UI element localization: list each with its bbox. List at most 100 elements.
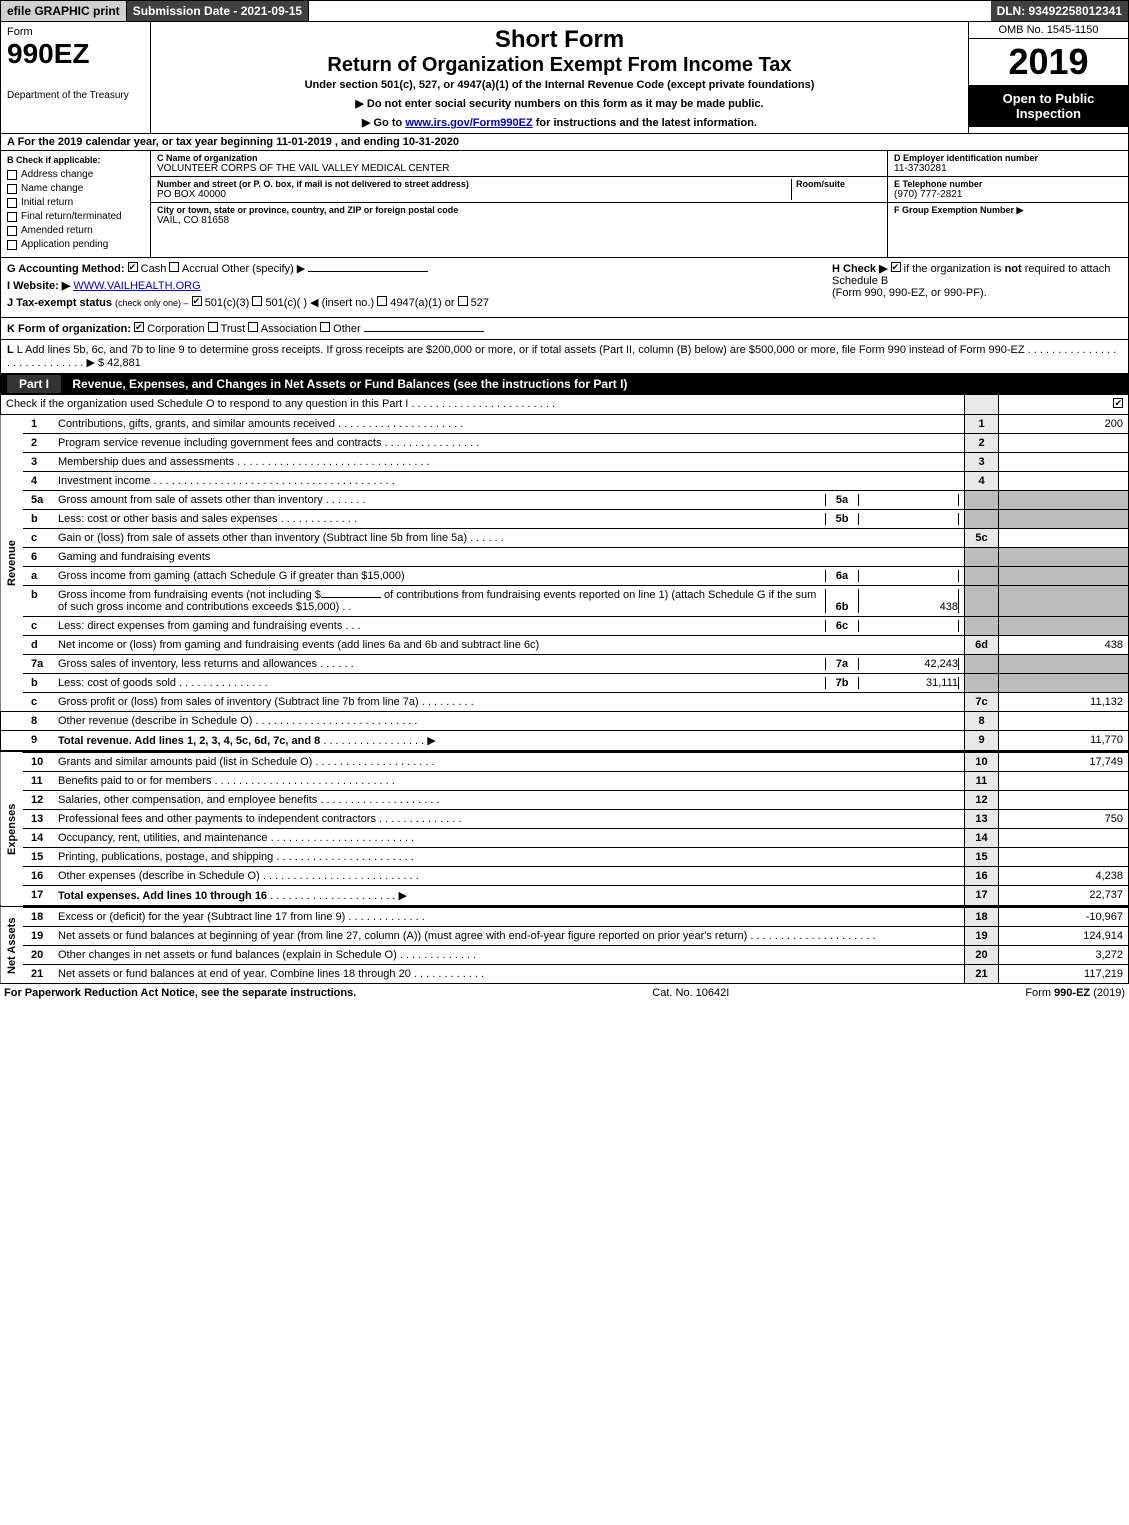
- l2-num: 2: [23, 434, 53, 453]
- block-bcdef: B Check if applicable: Address change Na…: [0, 151, 1129, 258]
- chk-association[interactable]: [248, 322, 258, 332]
- l13-rnum: 13: [965, 810, 999, 829]
- l5b-sv: [859, 513, 959, 525]
- l6c-num: c: [23, 617, 53, 636]
- l17-rval: 22,737: [999, 886, 1129, 907]
- l15-text: Printing, publications, postage, and shi…: [58, 851, 273, 863]
- chk-h[interactable]: [891, 262, 901, 272]
- l7b-text: Less: cost of goods sold: [58, 677, 176, 689]
- l18-rval: -10,967: [999, 907, 1129, 927]
- chk-corporation[interactable]: [134, 322, 144, 332]
- chk-initial-return[interactable]: [7, 198, 17, 208]
- k-label: K Form of organization:: [7, 323, 131, 335]
- short-form-title: Short Form: [157, 26, 962, 54]
- l7b-rgray: [965, 674, 999, 693]
- chk-amended-return[interactable]: [7, 226, 17, 236]
- chk-final-return[interactable]: [7, 212, 17, 222]
- c-street-cell: Number and street (or P. O. box, if mail…: [151, 177, 887, 203]
- k-other: Other: [333, 323, 361, 335]
- l19-rval: 124,914: [999, 927, 1129, 946]
- submission-date-button[interactable]: Submission Date - 2021-09-15: [127, 1, 309, 21]
- l4-desc: Investment income . . . . . . . . . . . …: [53, 472, 965, 491]
- l9-arrow: ▶: [427, 735, 435, 747]
- l2-desc: Program service revenue including govern…: [53, 434, 965, 453]
- c-street-label: Number and street (or P. O. box, if mail…: [157, 179, 791, 189]
- main-title: Return of Organization Exempt From Incom…: [157, 54, 962, 77]
- irs-link[interactable]: www.irs.gov/Form990EZ: [405, 117, 532, 129]
- l5c-num: c: [23, 529, 53, 548]
- l5a-rgray: [965, 491, 999, 510]
- footer-right-post: (2019): [1090, 987, 1125, 999]
- accrual-label: Accrual: [182, 263, 219, 275]
- j-o3: 4947(a)(1) or: [390, 297, 454, 309]
- l4-rnum: 4: [965, 472, 999, 491]
- department-label: Department of the Treasury: [7, 90, 144, 101]
- l7b-desc: Less: cost of goods sold . . . . . . . .…: [53, 674, 965, 693]
- chk-accrual[interactable]: [169, 262, 179, 272]
- block-l: L L Add lines 5b, 6c, and 7b to line 9 t…: [0, 340, 1129, 374]
- l4-rval: [999, 472, 1129, 491]
- part1-label: Part I: [7, 375, 61, 393]
- tax-year: 2019: [969, 39, 1128, 85]
- org-street: PO BOX 40000: [157, 189, 791, 200]
- l7a-sn: 7a: [825, 658, 859, 670]
- l7b-sv: 31,111: [859, 677, 959, 689]
- l18-rnum: 18: [965, 907, 999, 927]
- l10-desc: Grants and similar amounts paid (list in…: [53, 752, 965, 772]
- chk-501c[interactable]: [252, 296, 262, 306]
- l1-rval: 200: [999, 415, 1129, 434]
- l9-desc: Total revenue. Add lines 1, 2, 3, 4, 5c,…: [53, 731, 965, 752]
- l19-desc: Net assets or fund balances at beginning…: [53, 927, 965, 946]
- l-amount: ▶ $ 42,881: [86, 357, 140, 369]
- l2-text: Program service revenue including govern…: [58, 437, 381, 449]
- sub2b-post: for instructions and the latest informat…: [533, 117, 757, 129]
- chk-name-change[interactable]: [7, 184, 17, 194]
- l3-desc: Membership dues and assessments . . . . …: [53, 453, 965, 472]
- l9-rnum: 9: [965, 731, 999, 752]
- website-link[interactable]: WWW.VAILHEALTH.ORG: [73, 280, 200, 292]
- l21-text: Net assets or fund balances at end of ye…: [58, 968, 411, 980]
- l15-desc: Printing, publications, postage, and shi…: [53, 848, 965, 867]
- chk-trust[interactable]: [208, 322, 218, 332]
- l12-desc: Salaries, other compensation, and employ…: [53, 791, 965, 810]
- rev-spacer2: [1, 731, 24, 752]
- l5b-num: b: [23, 510, 53, 529]
- l11-num: 11: [23, 772, 53, 791]
- header-right: OMB No. 1545-1150 2019 Open to Public In…: [968, 22, 1128, 133]
- chk-address-change[interactable]: [7, 170, 17, 180]
- block-k: K Form of organization: Corporation Trus…: [0, 318, 1129, 340]
- l20-rval: 3,272: [999, 946, 1129, 965]
- l10-rval: 17,749: [999, 752, 1129, 772]
- chk-application-pending[interactable]: [7, 240, 17, 250]
- l6c-rgray: [965, 617, 999, 636]
- l5a-text: Gross amount from sale of assets other t…: [58, 494, 323, 506]
- l1-num: 1: [23, 415, 53, 434]
- l5b-desc: Less: cost or other basis and sales expe…: [53, 510, 965, 529]
- l3-text: Membership dues and assessments: [58, 456, 234, 468]
- chk-501c3[interactable]: [192, 296, 202, 306]
- chk-cash[interactable]: [128, 262, 138, 272]
- efile-print-button[interactable]: efile GRAPHIC print: [1, 1, 127, 21]
- l6b-rvalgray: [999, 586, 1129, 617]
- l1-rnum: 1: [965, 415, 999, 434]
- l7a-desc: Gross sales of inventory, less returns a…: [53, 655, 965, 674]
- section-c: C Name of organization VOLUNTEER CORPS O…: [151, 151, 888, 257]
- chk-schedule-o[interactable]: [1113, 398, 1123, 408]
- footer-mid: Cat. No. 10642I: [652, 987, 729, 999]
- chk-527[interactable]: [458, 296, 468, 306]
- l5a-num: 5a: [23, 491, 53, 510]
- chk-other-org[interactable]: [320, 322, 330, 332]
- d-ein-cell: D Employer identification number 11-3730…: [888, 151, 1128, 177]
- l20-text: Other changes in net assets or fund bala…: [58, 949, 397, 961]
- l8-desc: Other revenue (describe in Schedule O) .…: [53, 712, 965, 731]
- l7c-rval: 11,132: [999, 693, 1129, 712]
- subtitle-2b: ▶ Go to www.irs.gov/Form990EZ for instru…: [157, 116, 962, 129]
- l6b-text1: Gross income from fundraising events (no…: [58, 589, 321, 601]
- h-not: not: [1005, 263, 1022, 275]
- l18-desc: Excess or (deficit) for the year (Subtra…: [53, 907, 965, 927]
- e-tel-cell: E Telephone number (970) 777-2821: [888, 177, 1128, 203]
- c-city-cell: City or town, state or province, country…: [151, 203, 887, 228]
- revenue-sidelabel: Revenue: [1, 415, 24, 712]
- chk-4947[interactable]: [377, 296, 387, 306]
- h-t4: (Form 990, 990-EZ, or 990-PF).: [832, 287, 1122, 299]
